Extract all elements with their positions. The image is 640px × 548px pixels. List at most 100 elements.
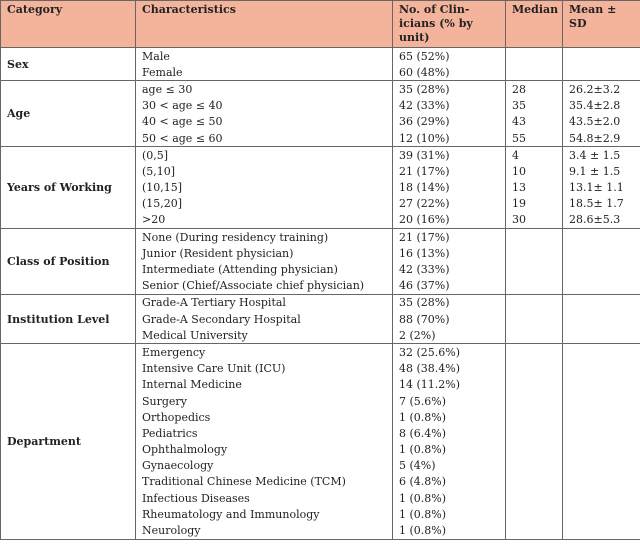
characteristic-cell: Grade-A Secondary Hospital	[135, 311, 393, 328]
row: Junior (Resident physician) 16 (13%)	[1, 245, 640, 262]
median-cell: 30	[505, 211, 563, 229]
row: Internal Medicine 14 (11.2%)	[1, 376, 640, 393]
empty-cell	[562, 360, 640, 377]
row: Female 60 (48%)	[1, 64, 640, 81]
empty-cell	[505, 327, 563, 344]
empty-cell	[505, 360, 563, 377]
empty-cell	[562, 294, 640, 311]
category-cell: Institution Level	[0, 294, 136, 344]
characteristic-cell: None (During residency training)	[135, 228, 393, 246]
characteristic-cell: Pediatrics	[135, 425, 393, 442]
count-cell: 21 (17%)	[392, 228, 506, 246]
empty-cell	[505, 261, 563, 278]
header-cell: Median	[505, 0, 563, 48]
empty-cell	[505, 376, 563, 393]
characteristic-cell: Grade-A Tertiary Hospital	[135, 294, 393, 311]
count-cell: 32 (25.6%)	[392, 343, 506, 361]
empty-cell	[562, 228, 640, 246]
empty-cell	[562, 277, 640, 295]
empty-cell	[505, 441, 563, 458]
group: Sex Male 65 (52%) Female 60 (48%)	[0, 47, 640, 81]
empty-cell	[505, 228, 563, 246]
count-cell: 6 (4.8%)	[392, 473, 506, 491]
count-cell: 5 (4%)	[392, 457, 506, 474]
count-cell: 65 (52%)	[392, 47, 506, 65]
empty-cell	[562, 457, 640, 474]
mean-cell: 9.1 ± 1.5	[562, 163, 640, 180]
row: Institution Level Grade-A Tertiary Hospit…	[0, 294, 640, 344]
row: 40 < age ≤ 50 36 (29%) 43 43.5±2.0	[1, 113, 640, 130]
empty-cell	[505, 294, 563, 311]
header-cell: No. of Clin-icians (% by unit)	[392, 0, 506, 48]
empty-cell	[505, 343, 563, 361]
row: Sex Male 65 (52%)	[0, 47, 640, 81]
header-cell: Characteristics	[135, 0, 393, 48]
characteristic-cell: Neurology	[135, 522, 393, 540]
category-cell: Sex	[0, 47, 136, 81]
characteristic-cell: Emergency	[135, 343, 393, 361]
characteristic-cell: Internal Medicine	[135, 376, 393, 393]
count-cell: 20 (16%)	[392, 211, 506, 229]
row: Surgery 7 (5.6%)	[1, 392, 640, 410]
header-cell: Mean ± SD	[562, 0, 640, 48]
empty-cell	[505, 311, 563, 328]
empty-cell	[505, 245, 563, 262]
count-cell: 60 (48%)	[392, 64, 506, 81]
empty-cell	[505, 522, 563, 540]
characteristic-cell: Junior (Resident physician)	[135, 245, 393, 262]
median-cell: 4	[505, 146, 563, 164]
empty-cell	[562, 64, 640, 81]
row: Senior (Chief/Associate chief physician)…	[1, 277, 640, 295]
count-cell: 1 (0.8%)	[392, 409, 506, 426]
characteristic-cell: (0,5]	[135, 146, 393, 164]
count-cell: 1 (0.8%)	[392, 522, 506, 540]
characteristic-cell: Infectious Diseases	[135, 490, 393, 507]
empty-cell	[562, 441, 640, 458]
count-cell: 46 (37%)	[392, 277, 506, 295]
count-cell: 21 (17%)	[392, 163, 506, 180]
row: Traditional Chinese Medicine (TCM) 6 (4.8…	[1, 473, 640, 491]
empty-cell	[562, 343, 640, 361]
row: Neurology 1 (0.8%)	[1, 522, 640, 540]
row: Age age ≤ 30 35 (28%) 28 26.2±3.2	[0, 80, 640, 147]
count-cell: 18 (14%)	[392, 179, 506, 196]
characteristic-cell: >20	[135, 211, 393, 229]
empty-cell	[505, 425, 563, 442]
count-cell: 2 (2%)	[392, 327, 506, 344]
group: Age age ≤ 30 35 (28%) 28 26.2±3.2 30 < age ≤ …	[0, 80, 640, 147]
group: Department Emergency 32 (25.6%) Intensive C…	[0, 343, 640, 540]
mean-cell: 35.4±2.8	[562, 97, 640, 114]
empty-cell	[505, 64, 563, 81]
row: Department Emergency 32 (25.6%)	[0, 343, 640, 540]
count-cell: 35 (28%)	[392, 294, 506, 311]
category-cell: Class of Position	[0, 228, 136, 295]
count-cell: 14 (11.2%)	[392, 376, 506, 393]
row: 50 < age ≤ 60 12 (10%) 55 54.8±2.9	[1, 129, 640, 147]
empty-cell	[562, 311, 640, 328]
empty-cell	[505, 392, 563, 410]
characteristic-cell: Male	[135, 47, 393, 65]
characteristic-cell: Gynaecology	[135, 457, 393, 474]
count-cell: 35 (28%)	[392, 80, 506, 98]
median-cell: 28	[505, 80, 563, 98]
empty-cell	[562, 490, 640, 507]
empty-cell	[505, 47, 563, 65]
characteristic-cell: 30 < age ≤ 40	[135, 97, 393, 114]
mean-cell: 18.5± 1.7	[562, 195, 640, 212]
row: Pediatrics 8 (6.4%)	[1, 425, 640, 442]
empty-cell	[562, 392, 640, 410]
count-cell: 42 (33%)	[392, 261, 506, 278]
group: Institution Level Grade-A Tertiary Hospit…	[0, 294, 640, 344]
characteristic-cell: Female	[135, 64, 393, 81]
characteristic-cell: Intensive Care Unit (ICU)	[135, 360, 393, 377]
mean-cell: 26.2±3.2	[562, 80, 640, 98]
empty-cell	[505, 277, 563, 295]
row: Rheumatology and Immunology 1 (0.8%)	[1, 506, 640, 523]
row: Ophthalmology 1 (0.8%)	[1, 441, 640, 458]
empty-cell	[562, 425, 640, 442]
group: Class of Position None (During residency …	[0, 228, 640, 295]
characteristic-cell: age ≤ 30	[135, 80, 393, 98]
characteristic-cell: Rheumatology and Immunology	[135, 506, 393, 523]
count-cell: 88 (70%)	[392, 311, 506, 328]
empty-cell	[562, 245, 640, 262]
